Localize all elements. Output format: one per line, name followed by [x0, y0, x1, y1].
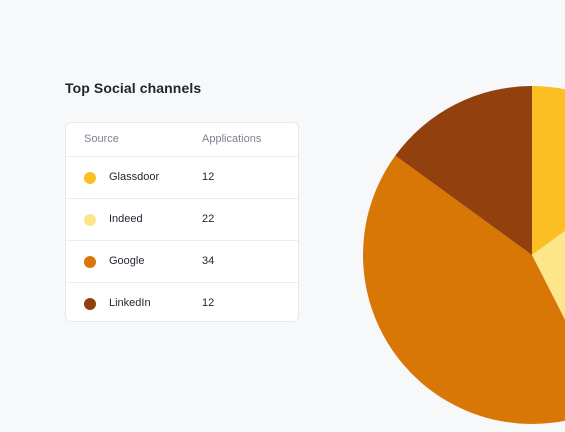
applications-count: 22	[202, 213, 215, 225]
applications-count: 34	[202, 255, 215, 267]
pie-slice-glassdoor	[532, 86, 565, 255]
channels-table: Source Applications Glassdoor 12 Indeed …	[65, 122, 299, 322]
table-row-linkedin: LinkedIn 12	[66, 283, 298, 325]
legend-dot-indeed	[84, 214, 96, 226]
applications-count: 12	[202, 171, 215, 183]
table-header: Source Applications	[66, 123, 298, 157]
pie-slice-google	[363, 155, 565, 424]
source-name: LinkedIn	[109, 297, 151, 309]
source-name: Glassdoor	[109, 171, 160, 183]
widget-title: Top Social channels	[65, 80, 202, 96]
source-name: Google	[109, 255, 145, 267]
pie-slice-linkedin	[395, 86, 532, 255]
legend-dot-linkedin	[84, 298, 96, 310]
legend-dot-glassdoor	[84, 172, 96, 184]
column-header-applications: Applications	[202, 133, 262, 145]
legend-dot-google	[84, 256, 96, 268]
table-row-glassdoor: Glassdoor 12	[66, 157, 298, 199]
applications-count: 12	[202, 297, 215, 309]
table-row-indeed: Indeed 22	[66, 199, 298, 241]
table-row-google: Google 34	[66, 241, 298, 283]
pie-slice-indeed	[532, 231, 565, 320]
source-name: Indeed	[109, 213, 143, 225]
column-header-source: Source	[84, 133, 119, 145]
